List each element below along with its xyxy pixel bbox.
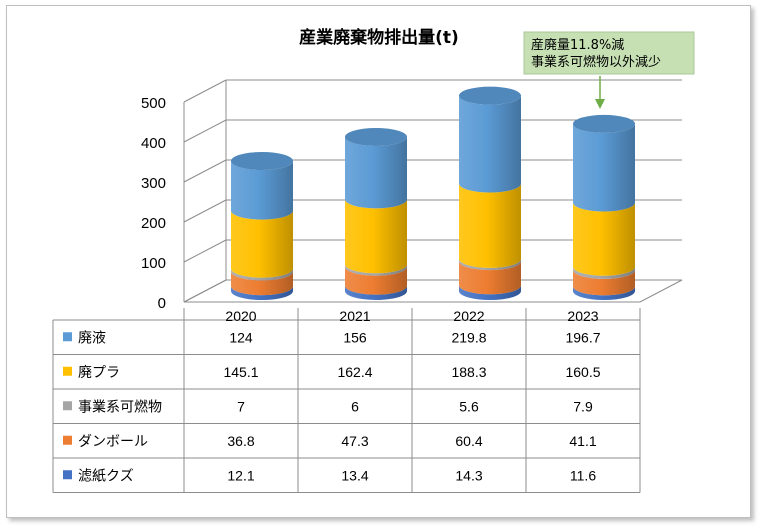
annotation-text: 事業系可燃物以外減少 bbox=[531, 54, 661, 70]
legend-key bbox=[63, 435, 72, 445]
annotation-text: 産廃量11.8%減 bbox=[531, 37, 624, 53]
bar-segment bbox=[573, 202, 635, 276]
x-tick-label: 2021 bbox=[339, 308, 370, 324]
data-label: 60.4 bbox=[455, 433, 482, 449]
side-gridline bbox=[183, 119, 227, 143]
y-tick-label: 500 bbox=[141, 95, 166, 112]
data-label: 47.3 bbox=[341, 433, 368, 449]
cylinder-top bbox=[345, 127, 407, 146]
data-label: 12.1 bbox=[227, 467, 254, 483]
bar-segment bbox=[231, 161, 293, 220]
x-tick-label: 2023 bbox=[567, 308, 598, 324]
chart-title: 産業廃棄物排出量(t) bbox=[299, 27, 459, 48]
data-label: 13.4 bbox=[341, 467, 368, 483]
bars-layer bbox=[231, 86, 635, 300]
side-gridline bbox=[183, 199, 227, 223]
x-tick-label: 2022 bbox=[453, 308, 484, 324]
cylinder-top bbox=[573, 114, 635, 133]
data-label: 196.7 bbox=[565, 329, 600, 345]
legend-label: ダンボール bbox=[78, 434, 148, 450]
x-tick-label: 2020 bbox=[225, 308, 256, 324]
bar-segment bbox=[231, 286, 293, 300]
bar-segment bbox=[345, 285, 407, 300]
data-label: 7.9 bbox=[573, 398, 593, 414]
bar-segment bbox=[345, 264, 407, 276]
bar-segment bbox=[345, 199, 407, 274]
bar-segment bbox=[573, 266, 635, 279]
bar-segment bbox=[573, 286, 635, 300]
bar-segment bbox=[231, 268, 293, 281]
data-label: 11.6 bbox=[570, 467, 596, 483]
data-label: 219.8 bbox=[451, 329, 486, 345]
y-tick-label: 400 bbox=[141, 135, 166, 152]
y-tick-label: 300 bbox=[141, 175, 166, 192]
y-tick-label: 0 bbox=[158, 295, 166, 312]
chart-frame: 産業廃棄物排出量(t) 0 100 200 300 400 500 2020 2021 202… bbox=[6, 5, 751, 518]
y-tick-label: 200 bbox=[141, 215, 166, 232]
legend-key bbox=[63, 332, 72, 342]
legend-key bbox=[63, 470, 72, 480]
side-gridline bbox=[183, 239, 227, 263]
bar-segment bbox=[573, 123, 635, 212]
side-gridline bbox=[183, 159, 227, 183]
data-label: 124 bbox=[229, 329, 253, 345]
data-label: 188.3 bbox=[451, 364, 486, 380]
bar-segment bbox=[345, 136, 407, 209]
bar-segment bbox=[459, 183, 521, 268]
legend-label: 滤紙クズ bbox=[78, 468, 134, 484]
data-label: 36.8 bbox=[227, 433, 254, 449]
bar-segment bbox=[345, 266, 407, 295]
grid-layer: 0 100 200 300 400 500 bbox=[141, 79, 683, 312]
y-tick-label: 100 bbox=[141, 255, 166, 272]
legend-label: 廃プラ bbox=[78, 364, 120, 381]
data-label: 5.6 bbox=[459, 398, 479, 414]
legend-key bbox=[63, 401, 72, 411]
bar-segment bbox=[459, 261, 521, 295]
cylinder-top bbox=[459, 86, 521, 105]
bar-segment bbox=[459, 285, 521, 300]
data-table: 2020 2021 2022 2023 廃液 124 156 219.8 196.7 廃プラ 145… bbox=[52, 308, 641, 493]
data-label: 162.4 bbox=[337, 364, 372, 380]
data-label: 41.1 bbox=[569, 433, 596, 449]
data-label: 160.5 bbox=[565, 364, 600, 380]
data-label: 7 bbox=[237, 398, 245, 414]
bar-segment bbox=[231, 271, 293, 296]
cylinder-top bbox=[231, 152, 293, 170]
data-label: 156 bbox=[343, 329, 367, 345]
legend-label: 事業系可燃物 bbox=[78, 398, 162, 415]
side-gridline bbox=[183, 79, 227, 103]
bar-segment bbox=[459, 258, 521, 271]
legend-label: 廃液 bbox=[78, 329, 106, 346]
chart-floor bbox=[183, 279, 683, 303]
bar-segment bbox=[459, 95, 521, 193]
data-label: 6 bbox=[351, 398, 359, 414]
bar-segment bbox=[573, 269, 635, 296]
annotation-box bbox=[523, 31, 695, 75]
data-label: 14.3 bbox=[455, 467, 482, 483]
data-label: 145.1 bbox=[223, 364, 258, 380]
bar-segment bbox=[231, 210, 293, 278]
annotation-arrowhead bbox=[595, 99, 605, 109]
legend-key bbox=[63, 366, 72, 376]
